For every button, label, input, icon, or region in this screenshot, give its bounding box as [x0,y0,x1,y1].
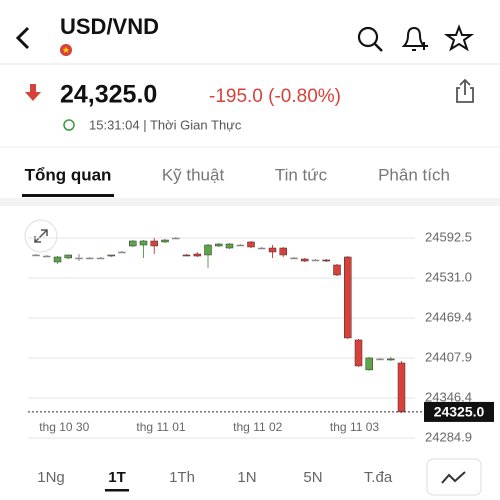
share-button[interactable] [456,78,474,103]
y-tick-label: 24407.9 [425,349,472,364]
candle-body [344,256,352,339]
candle-body [64,254,72,259]
candle-body [268,247,277,253]
candle-body [236,244,244,247]
candle-body [118,251,126,254]
x-tick-label: thg 11 03 [330,420,379,434]
candle-body [322,259,330,262]
candle-body [258,247,266,250]
candle-body [32,254,40,257]
candle-body [161,239,169,243]
candle-body [172,237,180,240]
pair-title: USD/VND [60,14,159,39]
tab[interactable]: Kỹ thuật [162,165,225,184]
y-tick-label: 24284.9 [425,429,472,444]
separator [0,198,500,206]
candle-body [365,357,373,371]
y-tick-label: 24469.4 [425,309,472,324]
range-button[interactable]: 1T [108,469,126,486]
candle-body [182,254,191,257]
y-tick-label: 24346.4 [425,389,472,404]
x-tick-label: thg 11 02 [233,420,282,434]
candle-body [43,255,51,258]
change: -195.0 (-0.80%) [209,86,341,107]
candle-body [75,257,83,260]
down-arrow [25,84,41,101]
range-underline [105,489,129,492]
flag-star [62,46,70,53]
candle-body [107,254,115,257]
candle-body [311,259,320,262]
candle-body [193,253,201,257]
candle-body [129,240,137,247]
range-button[interactable]: 1Ng [37,469,65,486]
candle-body [225,243,234,249]
candle-body [96,257,105,260]
candle-body [150,240,158,247]
last-price-box [424,401,494,422]
last-price-label: 24325.0 [434,404,485,420]
clock-icon [63,119,75,131]
back-button[interactable] [15,26,30,50]
y-tick-label: 24531.0 [425,269,472,284]
range-button[interactable]: 5N [303,469,322,486]
watch-button[interactable] [443,24,475,52]
candle-body [290,257,298,260]
tab-underline [22,194,114,197]
y-tick-label: 24592.5 [425,229,472,244]
candle-body [247,241,255,248]
tab[interactable]: Phân tích [378,165,450,184]
x-tick-label: thg 11 01 [136,420,185,434]
alert-button[interactable] [401,26,428,51]
candle-body [333,264,341,276]
candle-body [53,256,62,263]
range-button[interactable]: 1N [237,469,256,486]
x-tick-label: thg 10 30 [39,420,89,434]
candle-body [86,257,94,260]
candle-body [397,362,406,413]
candle-body [204,244,212,256]
candle-body [354,339,363,367]
range-button[interactable]: T.đa [364,469,393,486]
candle-body [139,240,148,246]
chart-type-button[interactable] [426,458,482,496]
range-button[interactable]: 1Th [169,469,195,486]
candle-body [387,358,395,361]
candle-body [301,258,309,262]
tab[interactable]: Tin tức [275,165,328,184]
chart-type-icon [441,471,466,484]
search-button[interactable] [357,26,383,52]
candle-body [376,358,384,361]
candle-body [215,243,223,247]
price: 24,325.0 [60,81,157,109]
quote-time: 15:31:04 | Thời Gian Thực [89,117,242,132]
tab[interactable]: Tổng quan [25,165,112,184]
candle-body [279,247,287,256]
